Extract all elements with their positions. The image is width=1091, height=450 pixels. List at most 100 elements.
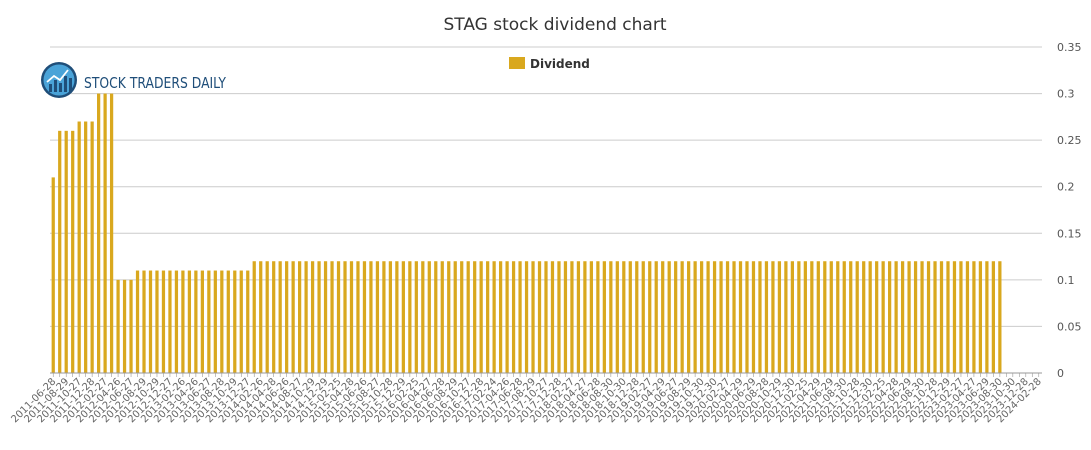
- y-tick-label: 0.05: [1057, 320, 1082, 333]
- logo: STOCK TRADERS DAILY: [41, 62, 227, 98]
- bar: [122, 279, 127, 373]
- y-tick-label: 0: [1057, 367, 1064, 380]
- bar: [784, 261, 788, 373]
- bar: [777, 261, 782, 373]
- bar: [823, 261, 827, 373]
- bar: [985, 261, 989, 373]
- bar: [492, 261, 496, 373]
- bar: [440, 261, 444, 373]
- bar: [343, 261, 347, 373]
- bar: [991, 261, 995, 373]
- bar: [453, 261, 457, 373]
- bar: [304, 261, 308, 373]
- bar: [272, 261, 276, 373]
- bar: [252, 261, 256, 373]
- bar: [213, 270, 217, 373]
- bar: [369, 261, 373, 373]
- bar: [447, 261, 451, 373]
- bar: [849, 261, 853, 373]
- bar: [881, 261, 885, 373]
- bar: [939, 261, 944, 373]
- bar: [978, 261, 983, 373]
- bar: [952, 261, 957, 373]
- bar: [64, 130, 68, 373]
- bar: [116, 279, 120, 373]
- bar: [920, 261, 924, 373]
- bar: [544, 261, 548, 373]
- bar: [738, 261, 743, 373]
- bar: [641, 261, 645, 373]
- legend-label: Dividend: [530, 57, 590, 71]
- bar: [310, 261, 315, 373]
- bar: [498, 261, 503, 373]
- bar: [97, 93, 101, 373]
- bar: [226, 270, 230, 373]
- bar: [142, 270, 146, 373]
- bar: [200, 270, 204, 373]
- bar: [427, 261, 431, 373]
- bar: [408, 261, 412, 373]
- bar: [511, 261, 516, 373]
- bar: [745, 261, 749, 373]
- bar: [109, 93, 114, 373]
- bar: [609, 261, 613, 373]
- bar: [401, 261, 405, 373]
- bar: [615, 261, 619, 373]
- bar: [395, 261, 399, 373]
- bar: [628, 261, 632, 373]
- x-axis-ticks: 2011-06-282011-08-292011-10-272011-12-28…: [9, 373, 1044, 425]
- bar: [90, 121, 94, 373]
- bar: [103, 93, 107, 373]
- bar: [790, 261, 794, 373]
- bar: [907, 261, 911, 373]
- legend-swatch: [509, 57, 525, 69]
- bar: [518, 261, 522, 373]
- bar: [959, 261, 963, 373]
- bar: [602, 261, 606, 373]
- bar: [298, 261, 302, 373]
- bar: [900, 261, 905, 373]
- bar: [712, 261, 717, 373]
- bar: [168, 270, 172, 373]
- bar: [965, 261, 970, 373]
- bar: [933, 261, 937, 373]
- bar: [71, 130, 75, 373]
- bar: [207, 270, 211, 373]
- bar: [557, 261, 561, 373]
- bar: [693, 261, 697, 373]
- y-tick-label: 0.1: [1057, 274, 1075, 287]
- bar: [259, 261, 263, 373]
- bar: [486, 261, 490, 373]
- bar: [239, 270, 243, 373]
- bar: [336, 261, 341, 373]
- bar: [129, 279, 133, 373]
- bar: [661, 261, 665, 373]
- bar: [680, 261, 684, 373]
- bar: [803, 261, 807, 373]
- bar: [77, 121, 81, 373]
- bar: [576, 261, 581, 373]
- bar: [589, 261, 593, 373]
- bar: [998, 261, 1002, 373]
- bar: [51, 177, 55, 373]
- bar: [537, 261, 542, 373]
- y-axis-ticks: 0 0.05 0.1 0.15 0.2 0.25 0.3 0.35: [1057, 41, 1082, 380]
- bar: [246, 270, 250, 373]
- bar: [58, 130, 62, 373]
- legend[interactable]: Dividend: [509, 57, 590, 71]
- y-tick-label: 0.35: [1057, 41, 1082, 54]
- bar: [946, 261, 950, 373]
- bar: [926, 261, 931, 373]
- bar: [356, 261, 360, 373]
- bar: [550, 261, 555, 373]
- bar: [972, 261, 976, 373]
- y-tick-label: 0.2: [1057, 181, 1075, 194]
- y-tick-label: 0.15: [1057, 227, 1082, 240]
- bar: [479, 261, 483, 373]
- bar: [330, 261, 334, 373]
- bar: [460, 261, 464, 373]
- bar: [563, 261, 568, 373]
- bar: [829, 261, 833, 373]
- bar: [687, 261, 691, 373]
